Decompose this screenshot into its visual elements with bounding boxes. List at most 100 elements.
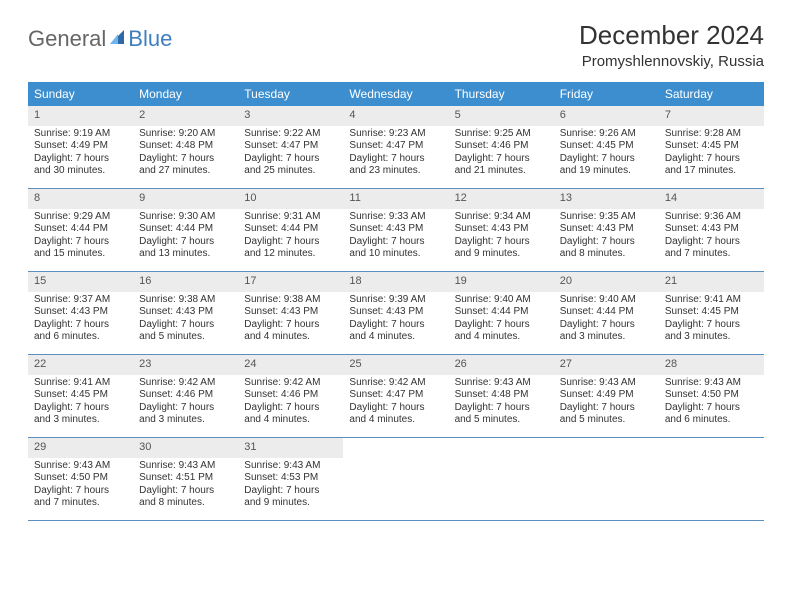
day-line-ss: Sunset: 4:48 PM [455,389,548,402]
day-line-dl1: Daylight: 7 hours [139,236,232,249]
calendar-day: 1Sunrise: 9:19 AMSunset: 4:49 PMDaylight… [28,106,133,188]
day-line-ss: Sunset: 4:43 PM [455,223,548,236]
day-number: 14 [659,189,764,209]
calendar-day: 2Sunrise: 9:20 AMSunset: 4:48 PMDaylight… [133,106,238,188]
day-line-dl2: and 23 minutes. [349,165,442,178]
day-body: Sunrise: 9:34 AMSunset: 4:43 PMDaylight:… [449,209,554,265]
day-line-ss: Sunset: 4:46 PM [455,140,548,153]
day-number: 27 [554,355,659,375]
day-line-sr: Sunrise: 9:20 AM [139,128,232,141]
day-body: Sunrise: 9:43 AMSunset: 4:53 PMDaylight:… [238,458,343,514]
day-line-dl2: and 27 minutes. [139,165,232,178]
day-number: 28 [659,355,764,375]
day-number: 20 [554,272,659,292]
day-line-ss: Sunset: 4:43 PM [244,306,337,319]
day-line-dl2: and 6 minutes. [665,414,758,427]
day-line-dl1: Daylight: 7 hours [349,402,442,415]
day-body: Sunrise: 9:29 AMSunset: 4:44 PMDaylight:… [28,209,133,265]
day-line-dl1: Daylight: 7 hours [455,153,548,166]
day-line-ss: Sunset: 4:43 PM [349,223,442,236]
day-line-dl1: Daylight: 7 hours [34,402,127,415]
day-line-ss: Sunset: 4:43 PM [665,223,758,236]
calendar-day [659,438,764,520]
calendar-day: 21Sunrise: 9:41 AMSunset: 4:45 PMDayligh… [659,272,764,354]
day-line-ss: Sunset: 4:48 PM [139,140,232,153]
calendar-day: 26 Sunrise: 9:43 AMSunset: 4:48 PMDayligh… [449,355,554,437]
day-line-dl1: Daylight: 7 hours [139,402,232,415]
day-line-sr: Sunrise: 9:30 AM [139,211,232,224]
day-body: Sunrise: 9:28 AMSunset: 4:45 PMDaylight:… [659,126,764,182]
day-number: 11 [343,189,448,209]
day-line-dl2: and 30 minutes. [34,165,127,178]
calendar-day: 28Sunrise: 9:43 AMSunset: 4:50 PMDayligh… [659,355,764,437]
day-line-ss: Sunset: 4:46 PM [139,389,232,402]
day-body: Sunrise: 9:42 AMSunset: 4:47 PMDaylight:… [343,375,448,431]
brand-logo: General Blue [28,20,172,52]
dayname-fri: Friday [554,82,659,106]
day-body: Sunrise: 9:41 AMSunset: 4:45 PMDaylight:… [659,292,764,348]
day-line-dl1: Daylight: 7 hours [244,402,337,415]
calendar-day [449,438,554,520]
calendar-day [554,438,659,520]
calendar-week: 15Sunrise: 9:37 AMSunset: 4:43 PMDayligh… [28,272,764,355]
day-body: Sunrise: 9:23 AMSunset: 4:47 PMDaylight:… [343,126,448,182]
dayname-row: Sunday Monday Tuesday Wednesday Thursday… [28,82,764,106]
calendar-day: 20Sunrise: 9:40 AMSunset: 4:44 PMDayligh… [554,272,659,354]
day-number: 22 [28,355,133,375]
day-line-dl1: Daylight: 7 hours [665,402,758,415]
day-line-dl2: and 21 minutes. [455,165,548,178]
day-line-ss: Sunset: 4:47 PM [349,389,442,402]
calendar-day: 5Sunrise: 9:25 AMSunset: 4:46 PMDaylight… [449,106,554,188]
day-body: Sunrise: 9:35 AMSunset: 4:43 PMDaylight:… [554,209,659,265]
calendar-page: General Blue December 2024 Promyshlennov… [0,0,792,531]
day-number: 8 [28,189,133,209]
day-line-ss: Sunset: 4:45 PM [560,140,653,153]
day-line-sr: Sunrise: 9:36 AM [665,211,758,224]
calendar-day: 22Sunrise: 9:41 AMSunset: 4:45 PMDayligh… [28,355,133,437]
calendar-day: 17Sunrise: 9:38 AMSunset: 4:43 PMDayligh… [238,272,343,354]
day-body: Sunrise: 9:43 AMSunset: 4:50 PMDaylight:… [28,458,133,514]
day-line-dl2: and 19 minutes. [560,165,653,178]
day-line-dl2: and 9 minutes. [244,497,337,510]
day-line-dl1: Daylight: 7 hours [455,402,548,415]
day-line-dl2: and 8 minutes. [139,497,232,510]
day-line-dl2: and 8 minutes. [560,248,653,261]
day-line-dl1: Daylight: 7 hours [560,153,653,166]
day-line-sr: Sunrise: 9:43 AM [244,460,337,473]
day-line-sr: Sunrise: 9:40 AM [455,294,548,307]
calendar-day: 3Sunrise: 9:22 AMSunset: 4:47 PMDaylight… [238,106,343,188]
day-number: 5 [449,106,554,126]
day-number: 12 [449,189,554,209]
calendar-day: 19Sunrise: 9:40 AMSunset: 4:44 PMDayligh… [449,272,554,354]
day-number: 13 [554,189,659,209]
day-number: 24 [238,355,343,375]
day-line-ss: Sunset: 4:53 PM [244,472,337,485]
calendar-day: 30Sunrise: 9:43 AMSunset: 4:51 PMDayligh… [133,438,238,520]
day-number: 29 [28,438,133,458]
day-number: 26 [449,355,554,375]
day-number: 19 [449,272,554,292]
day-line-sr: Sunrise: 9:42 AM [349,377,442,390]
day-number: 25 [343,355,448,375]
day-line-dl2: and 4 minutes. [244,414,337,427]
calendar-day: 7Sunrise: 9:28 AMSunset: 4:45 PMDaylight… [659,106,764,188]
day-line-dl1: Daylight: 7 hours [139,319,232,332]
calendar-week: 29Sunrise: 9:43 AMSunset: 4:50 PMDayligh… [28,438,764,521]
page-subtitle: Promyshlennovskiy, Russia [579,53,764,70]
day-line-sr: Sunrise: 9:34 AM [455,211,548,224]
day-line-sr: Sunrise: 9:43 AM [455,377,548,390]
calendar-week: 8Sunrise: 9:29 AMSunset: 4:44 PMDaylight… [28,189,764,272]
day-line-ss: Sunset: 4:43 PM [139,306,232,319]
day-line-dl2: and 7 minutes. [34,497,127,510]
dayname-wed: Wednesday [343,82,448,106]
day-line-ss: Sunset: 4:50 PM [665,389,758,402]
day-line-dl2: and 13 minutes. [139,248,232,261]
dayname-sat: Saturday [659,82,764,106]
day-number: 17 [238,272,343,292]
day-line-dl1: Daylight: 7 hours [244,236,337,249]
calendar-day: 6Sunrise: 9:26 AMSunset: 4:45 PMDaylight… [554,106,659,188]
day-line-dl2: and 4 minutes. [455,331,548,344]
day-line-dl1: Daylight: 7 hours [665,236,758,249]
day-body: Sunrise: 9:37 AMSunset: 4:43 PMDaylight:… [28,292,133,348]
day-line-sr: Sunrise: 9:41 AM [665,294,758,307]
